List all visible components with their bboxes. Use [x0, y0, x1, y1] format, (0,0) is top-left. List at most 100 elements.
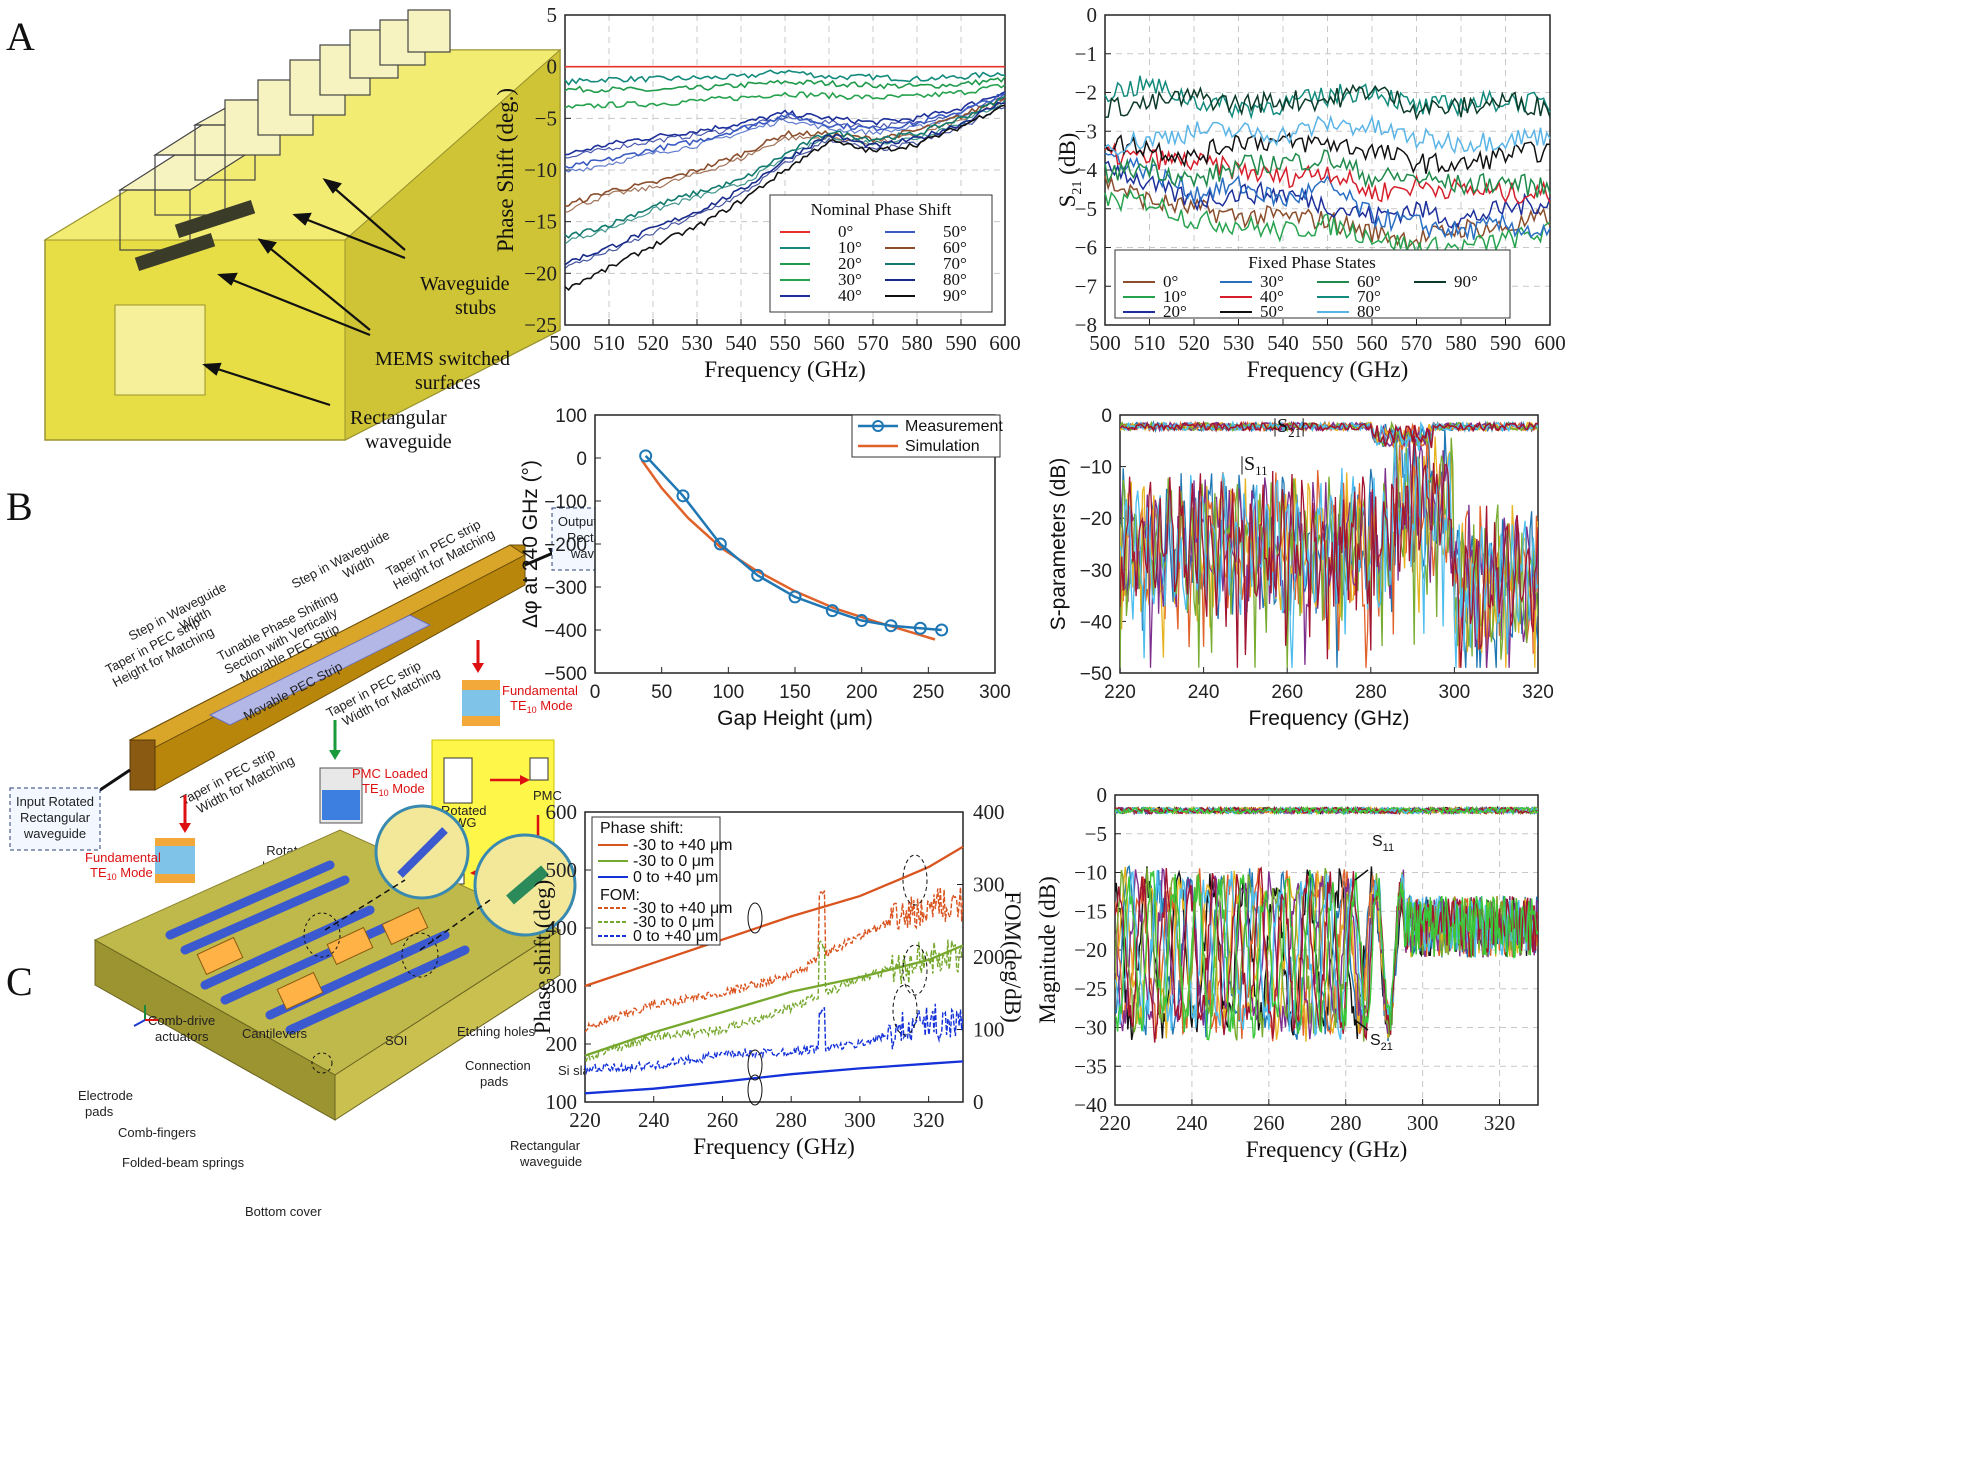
- annotation-s21-sub: 21: [1381, 1041, 1393, 1053]
- x-tick-label: 510: [593, 331, 625, 355]
- x-tick-label: 0: [590, 682, 601, 703]
- series-line-70°: [564, 95, 1006, 239]
- label-pmc-line2: TE: [362, 781, 379, 796]
- fom-line--30 to +40 μm: [585, 887, 963, 1033]
- x-tick-label: 530: [1223, 331, 1255, 355]
- y-tick-label: 0: [1097, 783, 1108, 807]
- x-axis-label: Frequency (GHz): [1248, 707, 1409, 730]
- legend-label: -30 to +40 μm: [633, 900, 733, 917]
- y-tick-label: −100: [544, 492, 587, 513]
- x-tick-label: 220: [569, 1108, 601, 1132]
- annotation-s21-bar: |: [1301, 415, 1305, 437]
- x-tick-label: 220: [1099, 1111, 1131, 1135]
- label-rect-c-line2: waveguide: [519, 1154, 582, 1169]
- legend-label: 70°: [1357, 287, 1381, 306]
- legend-label: 0°: [1163, 272, 1178, 291]
- x-tick-label: 500: [549, 331, 581, 355]
- legend-label: 10°: [838, 238, 862, 257]
- y-tick-label: 0: [547, 55, 558, 79]
- label-pmc-line1: PMC Loaded: [352, 766, 428, 781]
- axes-frame: [1104, 14, 1551, 326]
- legend-label: 30°: [838, 270, 862, 289]
- axes-frame: [1114, 794, 1539, 1106]
- legend-label: 40°: [838, 286, 862, 305]
- marker-measurement: [935, 623, 949, 637]
- x-tick-label: 590: [1490, 331, 1522, 355]
- label-input-waveguide: Input Rotated Rectangular waveguide: [16, 794, 94, 841]
- y-tick-label: −40: [1080, 612, 1112, 633]
- x-tick-label: 260: [707, 1108, 739, 1132]
- annotation-ellipse: [902, 944, 928, 996]
- x-tick-label: 100: [712, 682, 744, 703]
- x-tick-label: 280: [1355, 682, 1387, 703]
- series-line-80°: [564, 101, 1006, 266]
- series-line-50°: [1104, 131, 1551, 174]
- y-right-tick-label: 300: [973, 873, 1005, 897]
- x-tick-label: 500: [1089, 331, 1121, 355]
- label-electrode-pads: Electrode pads: [78, 1088, 133, 1119]
- label-folded-beam: Folded-beam springs: [122, 1155, 245, 1170]
- y-axis-label-s: S: [1055, 195, 1080, 208]
- annotation-s11-sub: 11: [1383, 842, 1394, 854]
- legend-label: -30 to 0 μm: [633, 914, 714, 931]
- x-tick-label: 540: [1267, 331, 1299, 355]
- panel-letter-b: B: [6, 484, 33, 529]
- legend-label: 50°: [1260, 302, 1284, 321]
- annotation-s11-sub: 11: [1255, 463, 1268, 478]
- marker-measurement: [751, 568, 765, 582]
- diagram-a-mems-waveguide: Waveguide stubs MEMS switched surfaces Rec…: [43, 9, 562, 453]
- marker-measurement: [788, 590, 802, 604]
- series-line-s11: [1120, 435, 1538, 668]
- x-tick-label: 520: [1178, 331, 1210, 355]
- x-tick-label: 300: [979, 682, 1011, 703]
- label-pmc-box: PMC: [533, 788, 562, 803]
- x-tick-label: 570: [1401, 331, 1433, 355]
- label-rwg-line1: Rotated: [441, 803, 487, 818]
- box-input-waveguide: [9, 787, 101, 851]
- label-input-line3: waveguide: [23, 826, 86, 841]
- series-line-measurement: [644, 455, 942, 632]
- electrode-pads: [196, 906, 429, 1011]
- series-line-60°: [1104, 149, 1551, 198]
- x-tick-label: 550: [769, 331, 801, 355]
- y-tick-label: −20: [1074, 938, 1107, 962]
- annotation-ellipse: [892, 984, 918, 1036]
- marker-measurement: [639, 449, 653, 463]
- series-line-s21: [1120, 420, 1538, 449]
- y-right-tick-label: 400: [973, 800, 1005, 824]
- annotation-s21-sub: 21: [1288, 425, 1301, 440]
- label-soi: SOI: [385, 1033, 407, 1048]
- legend-label: 80°: [1357, 302, 1381, 321]
- x-tick-label: 320: [913, 1108, 945, 1132]
- label-connection-line2: pads: [480, 1074, 509, 1089]
- label-fund2-sub: 10: [527, 705, 537, 715]
- y-tick-label: −50: [1080, 664, 1112, 685]
- legend-label: 30°: [1260, 272, 1284, 291]
- x-axis-label: Frequency (GHz): [704, 357, 866, 382]
- label-comb-drive-line1: Comb-drive: [148, 1013, 215, 1028]
- legend-label: 90°: [1454, 272, 1478, 291]
- annotation-arrow-s21: [1354, 1019, 1369, 1031]
- y-tick-label: −7: [1075, 274, 1097, 298]
- x-tick-label: 240: [638, 1108, 670, 1132]
- series-line-90°: [1104, 83, 1551, 121]
- series-line-60°: [564, 96, 1006, 208]
- label-waveguide-stubs-line2: stubs: [455, 297, 496, 319]
- legend-label: 60°: [943, 238, 967, 257]
- y-tick-label: −10: [1074, 861, 1107, 885]
- y-tick-label: −6: [1075, 236, 1097, 260]
- annotation-ellipse: [902, 854, 928, 906]
- legend-label: 20°: [838, 254, 862, 273]
- label-fund1-sub: 10: [107, 872, 117, 882]
- label-waveguide-stubs-line1: Waveguide: [420, 273, 510, 295]
- label-etching-holes: Etching holes: [457, 1024, 536, 1039]
- y-tick-label: −5: [1075, 197, 1097, 221]
- series-line-90°: [564, 104, 1006, 292]
- label-cantilevers: Cantilevers: [242, 1026, 308, 1041]
- x-axis-label: Frequency (GHz): [693, 1134, 855, 1159]
- x-tick-label: 320: [1522, 682, 1554, 703]
- y-tick-label: −4: [1075, 158, 1098, 182]
- x-tick-label: 150: [779, 682, 811, 703]
- x-tick-label: 240: [1176, 1111, 1208, 1135]
- y-tick-label: −30: [1074, 1016, 1107, 1040]
